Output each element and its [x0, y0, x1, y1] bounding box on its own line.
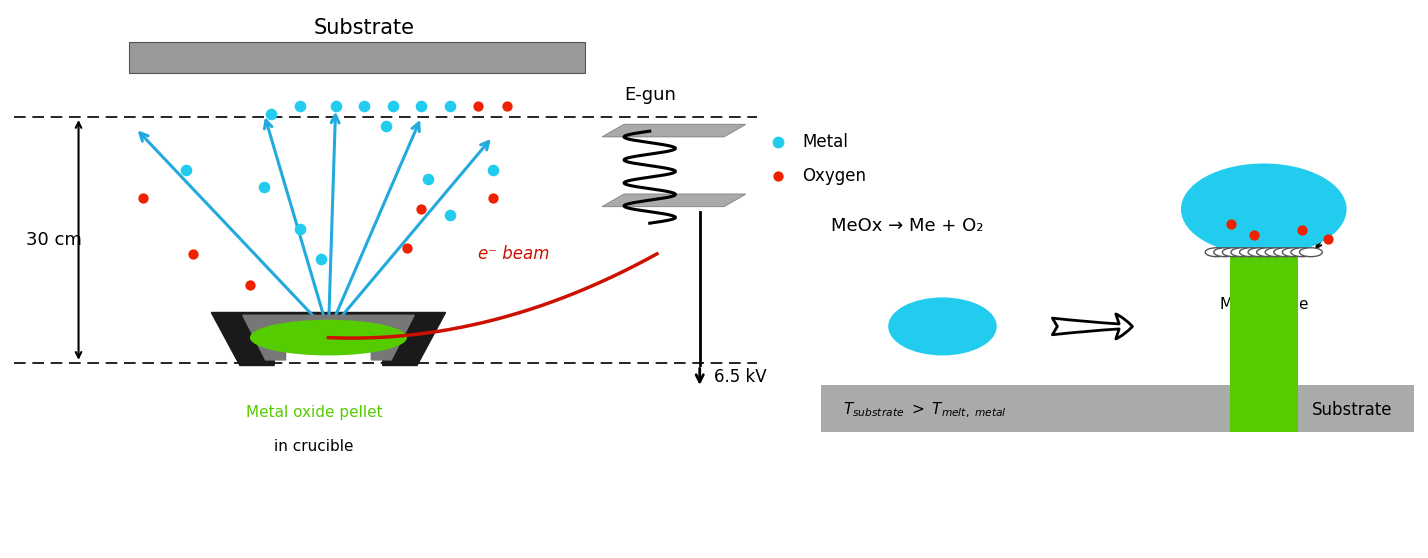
- Circle shape: [1282, 248, 1305, 257]
- Text: E-gun: E-gun: [624, 86, 675, 104]
- Point: [131, 194, 154, 203]
- Point: [1291, 225, 1314, 234]
- Text: in crucible: in crucible: [274, 439, 354, 454]
- Point: [1220, 220, 1242, 229]
- Text: $T_{substrate}$ $>$ $T_{melt,\ metal}$: $T_{substrate}$ $>$ $T_{melt,\ metal}$: [843, 401, 1007, 420]
- Ellipse shape: [888, 297, 997, 355]
- Point: [467, 102, 490, 110]
- Point: [353, 102, 376, 110]
- Point: [481, 194, 504, 203]
- Polygon shape: [603, 124, 745, 137]
- Text: 6.5 kV: 6.5 kV: [714, 368, 767, 386]
- Text: Substrate: Substrate: [314, 18, 414, 38]
- Text: Metal oxide: Metal oxide: [1220, 297, 1308, 311]
- Polygon shape: [243, 315, 414, 360]
- Text: 30 cm: 30 cm: [26, 231, 83, 249]
- Circle shape: [1222, 248, 1245, 257]
- Text: Metal: Metal: [918, 319, 967, 334]
- Circle shape: [1265, 248, 1288, 257]
- Point: [310, 255, 333, 264]
- Text: Oxygen: Oxygen: [803, 167, 867, 185]
- Circle shape: [1231, 248, 1254, 257]
- Circle shape: [1248, 248, 1271, 257]
- Point: [767, 171, 790, 180]
- Point: [288, 224, 311, 233]
- Circle shape: [1205, 248, 1228, 257]
- Point: [496, 102, 518, 110]
- Point: [438, 102, 461, 110]
- Point: [260, 110, 283, 119]
- Text: e⁻ beam: e⁻ beam: [478, 245, 550, 263]
- Text: Metal: Metal: [803, 133, 848, 151]
- Point: [253, 182, 276, 191]
- Point: [410, 205, 433, 214]
- Ellipse shape: [250, 320, 407, 355]
- Circle shape: [1299, 248, 1322, 257]
- Text: Substrate: Substrate: [1312, 401, 1392, 419]
- Point: [767, 138, 790, 147]
- Text: Metal oxide pellet: Metal oxide pellet: [246, 406, 383, 420]
- Point: [438, 210, 461, 219]
- Circle shape: [1214, 248, 1237, 257]
- Polygon shape: [211, 312, 446, 365]
- Bar: [821, 385, 1414, 432]
- Point: [1242, 231, 1265, 240]
- Bar: [129, 42, 585, 73]
- Circle shape: [1240, 248, 1262, 257]
- Point: [181, 249, 204, 258]
- Bar: [1230, 254, 1298, 432]
- Point: [396, 244, 418, 253]
- Point: [324, 102, 347, 110]
- Circle shape: [1257, 248, 1279, 257]
- Point: [238, 280, 261, 289]
- Point: [288, 102, 311, 110]
- Circle shape: [1274, 248, 1297, 257]
- Point: [410, 102, 433, 110]
- Point: [1317, 234, 1339, 243]
- Ellipse shape: [1181, 163, 1347, 255]
- Circle shape: [1291, 248, 1314, 257]
- Point: [374, 121, 397, 130]
- Point: [417, 174, 440, 183]
- Point: [381, 102, 404, 110]
- Text: MeOx → Me + O₂: MeOx → Me + O₂: [831, 217, 982, 235]
- Polygon shape: [603, 194, 745, 206]
- Point: [481, 166, 504, 175]
- Point: [174, 166, 197, 175]
